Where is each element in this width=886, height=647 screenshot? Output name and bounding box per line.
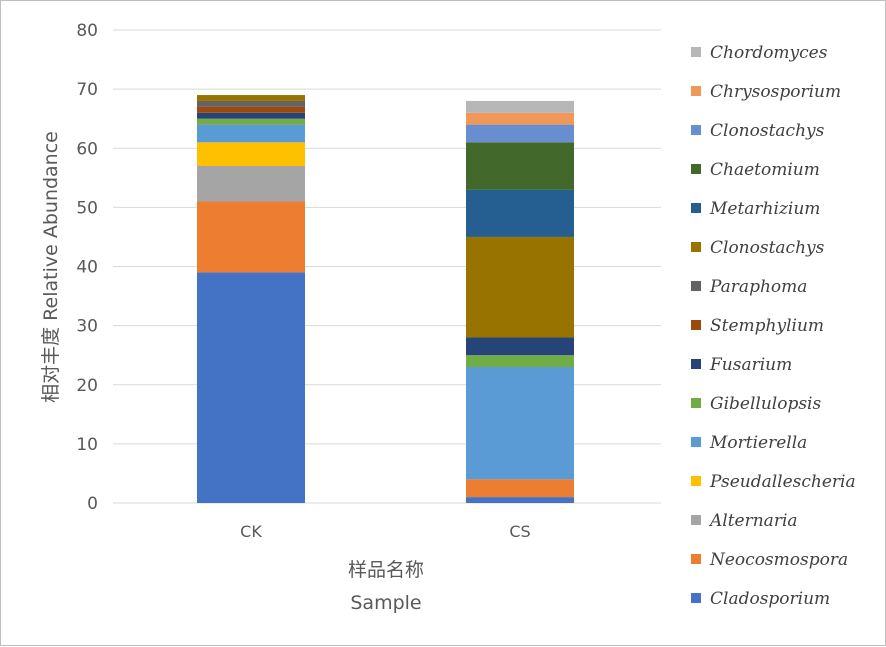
legend-label: Clonostachys — [710, 121, 825, 141]
bar-segment-cs-clonostachys — [466, 236, 574, 338]
legend-label: Fusarium — [709, 355, 792, 375]
bar-segment-cs-mortierella — [466, 367, 574, 480]
x-category-labels: CK CS — [240, 522, 531, 541]
bar-segment-ck-pseudallescheria — [197, 142, 305, 166]
legend-label: Chaetomium — [710, 160, 820, 180]
legend-label: Chordomyces — [710, 43, 828, 63]
bar-segment-cs-cladosporium — [466, 497, 574, 503]
bar-segment-ck-gibellulopsis — [197, 118, 305, 125]
y-tick-label: 20 — [76, 376, 98, 396]
legend-swatch — [691, 593, 701, 603]
legend-swatch — [691, 554, 701, 564]
legend-label: Cladosporium — [710, 589, 830, 609]
bar-segment-cs-neocosmospora — [466, 479, 574, 498]
bar-segment-ck-alternaria — [197, 165, 305, 202]
legend: Chordomyces Chrysosporium Clonostachys Chae… — [691, 43, 856, 609]
bar-segment-cs-metarhizium — [466, 189, 574, 237]
x-category-label: CK — [240, 522, 262, 541]
y-tick-label: 80 — [76, 21, 98, 41]
y-axis-title: 相对丰度 Relative Abundance — [40, 131, 62, 403]
legend-swatch — [691, 86, 701, 96]
bar-segment-cs-chrysosporium — [466, 112, 574, 125]
legend-label: Chrysosporium — [710, 82, 841, 102]
x-axis-subtitle: Sample — [350, 592, 421, 614]
legend-swatch — [691, 203, 701, 213]
bars — [197, 95, 574, 503]
legend-label: Paraphoma — [709, 277, 807, 297]
legend-swatch — [691, 437, 701, 447]
bar-segment-cs-fusarium — [466, 337, 574, 356]
legend-label: Alternaria — [708, 511, 798, 531]
bar-segment-ck-neocosmospora — [197, 201, 305, 273]
legend-swatch — [691, 398, 701, 408]
bar-segment-ck-paraphoma — [197, 100, 305, 107]
x-axis-title: 样品名称 — [348, 559, 424, 581]
legend-swatch — [691, 515, 701, 525]
bar-segment-ck-clonostachys — [197, 95, 305, 101]
legend-swatch — [691, 281, 701, 291]
legend-swatch — [691, 320, 701, 330]
legend-swatch — [691, 359, 701, 369]
y-tick-labels: 0 10 20 30 40 50 60 70 80 — [76, 21, 98, 514]
y-tick-label: 30 — [76, 317, 98, 337]
legend-swatch — [691, 47, 701, 57]
bar-segment-cs-clonostachys — [466, 124, 574, 143]
legend-label: Pseudallescheria — [709, 472, 856, 492]
legend-label: Metarhizium — [709, 199, 820, 219]
gridlines — [113, 29, 661, 504]
y-tick-label: 40 — [76, 258, 98, 278]
y-tick-label: 0 — [87, 494, 98, 514]
bar-segment-ck-fusarium — [197, 112, 305, 119]
y-tick-label: 60 — [76, 139, 98, 159]
legend-label: Stemphylium — [710, 316, 824, 336]
legend-swatch — [691, 125, 701, 135]
bar-segment-ck-cladosporium — [197, 272, 305, 503]
legend-swatch — [691, 242, 701, 252]
bar-segment-ck-stemphylium — [197, 106, 305, 113]
y-tick-label: 70 — [76, 80, 98, 100]
legend-label: Gibellulopsis — [710, 394, 821, 414]
legend-swatch — [691, 476, 701, 486]
legend-label: Neocosmospora — [709, 550, 848, 570]
x-category-label: CS — [509, 522, 530, 541]
bar-segment-cs-chordomyces — [466, 100, 574, 113]
bar-segment-cs-chaetomium — [466, 142, 574, 190]
legend-swatch — [691, 164, 701, 174]
y-tick-label: 50 — [76, 198, 98, 218]
bar-segment-cs-gibellulopsis — [466, 355, 574, 368]
bar-segment-ck-mortierella — [197, 124, 305, 143]
legend-label: Clonostachys — [710, 238, 825, 258]
y-tick-label: 10 — [76, 435, 98, 455]
legend-label: Mortierella — [709, 433, 807, 453]
